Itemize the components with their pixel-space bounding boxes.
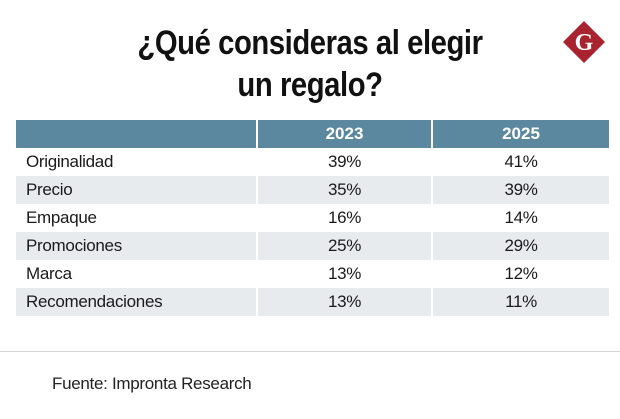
title-line-1: ¿Qué consideras al elegir (137, 24, 483, 62)
value-cell-2025: 29% (433, 232, 609, 260)
row-label: Empaque (26, 208, 97, 227)
divider (0, 351, 620, 352)
value-cell-2025: 11% (433, 288, 609, 316)
table-body: Originalidad 39% 41% Precio 35% 39% Empaque 16%… (16, 148, 609, 316)
logo-diamond (563, 21, 605, 63)
value-cell-2025: 41% (504, 152, 538, 171)
value-cell-2023: 25% (258, 232, 431, 260)
table-row: Originalidad 39% 41% (16, 148, 609, 176)
table-row: Empaque 16% 14% (16, 204, 609, 232)
value-cell-2025: 39% (433, 176, 609, 204)
table-row: Marca 13% 12% (16, 260, 609, 288)
table-header-row: 2023 2025 (16, 120, 609, 148)
page-title: ¿Qué consideras al elegir un regalo? (95, 22, 525, 106)
value-cell-2023: 16% (327, 208, 362, 227)
g-diamond-logo-icon: G (562, 20, 606, 64)
header-cell-2023: 2023 (258, 120, 431, 148)
value-cell-2023: 13% (327, 264, 362, 283)
value-cell-2023: 35% (258, 176, 431, 204)
header-cell-2025: 2025 (433, 120, 609, 148)
table-row: Recomendaciones 13% 11% (16, 288, 609, 316)
row-label: Originalidad (26, 152, 114, 171)
logo-svg: G (563, 21, 605, 63)
logo-letter: G (575, 30, 594, 56)
title-line-2: un regalo? (237, 66, 383, 104)
row-label: Promociones (16, 232, 256, 260)
data-table: 2023 2025 Originalidad 39% 41% Precio 35% 39%… (16, 120, 609, 316)
row-label: Marca (26, 264, 72, 283)
value-cell-2025: 14% (504, 208, 538, 227)
row-label: Recomendaciones (16, 288, 256, 316)
row-label: Precio (16, 176, 256, 204)
value-cell-2025: 12% (504, 264, 538, 283)
value-cell-2023: 39% (327, 152, 362, 171)
value-cell-2023: 13% (258, 288, 431, 316)
source-note: Fuente: Impronta Research (52, 374, 252, 393)
table-row: Promociones 25% 29% (16, 232, 609, 260)
header-cell-label (16, 120, 256, 148)
table-row: Precio 35% 39% (16, 176, 609, 204)
